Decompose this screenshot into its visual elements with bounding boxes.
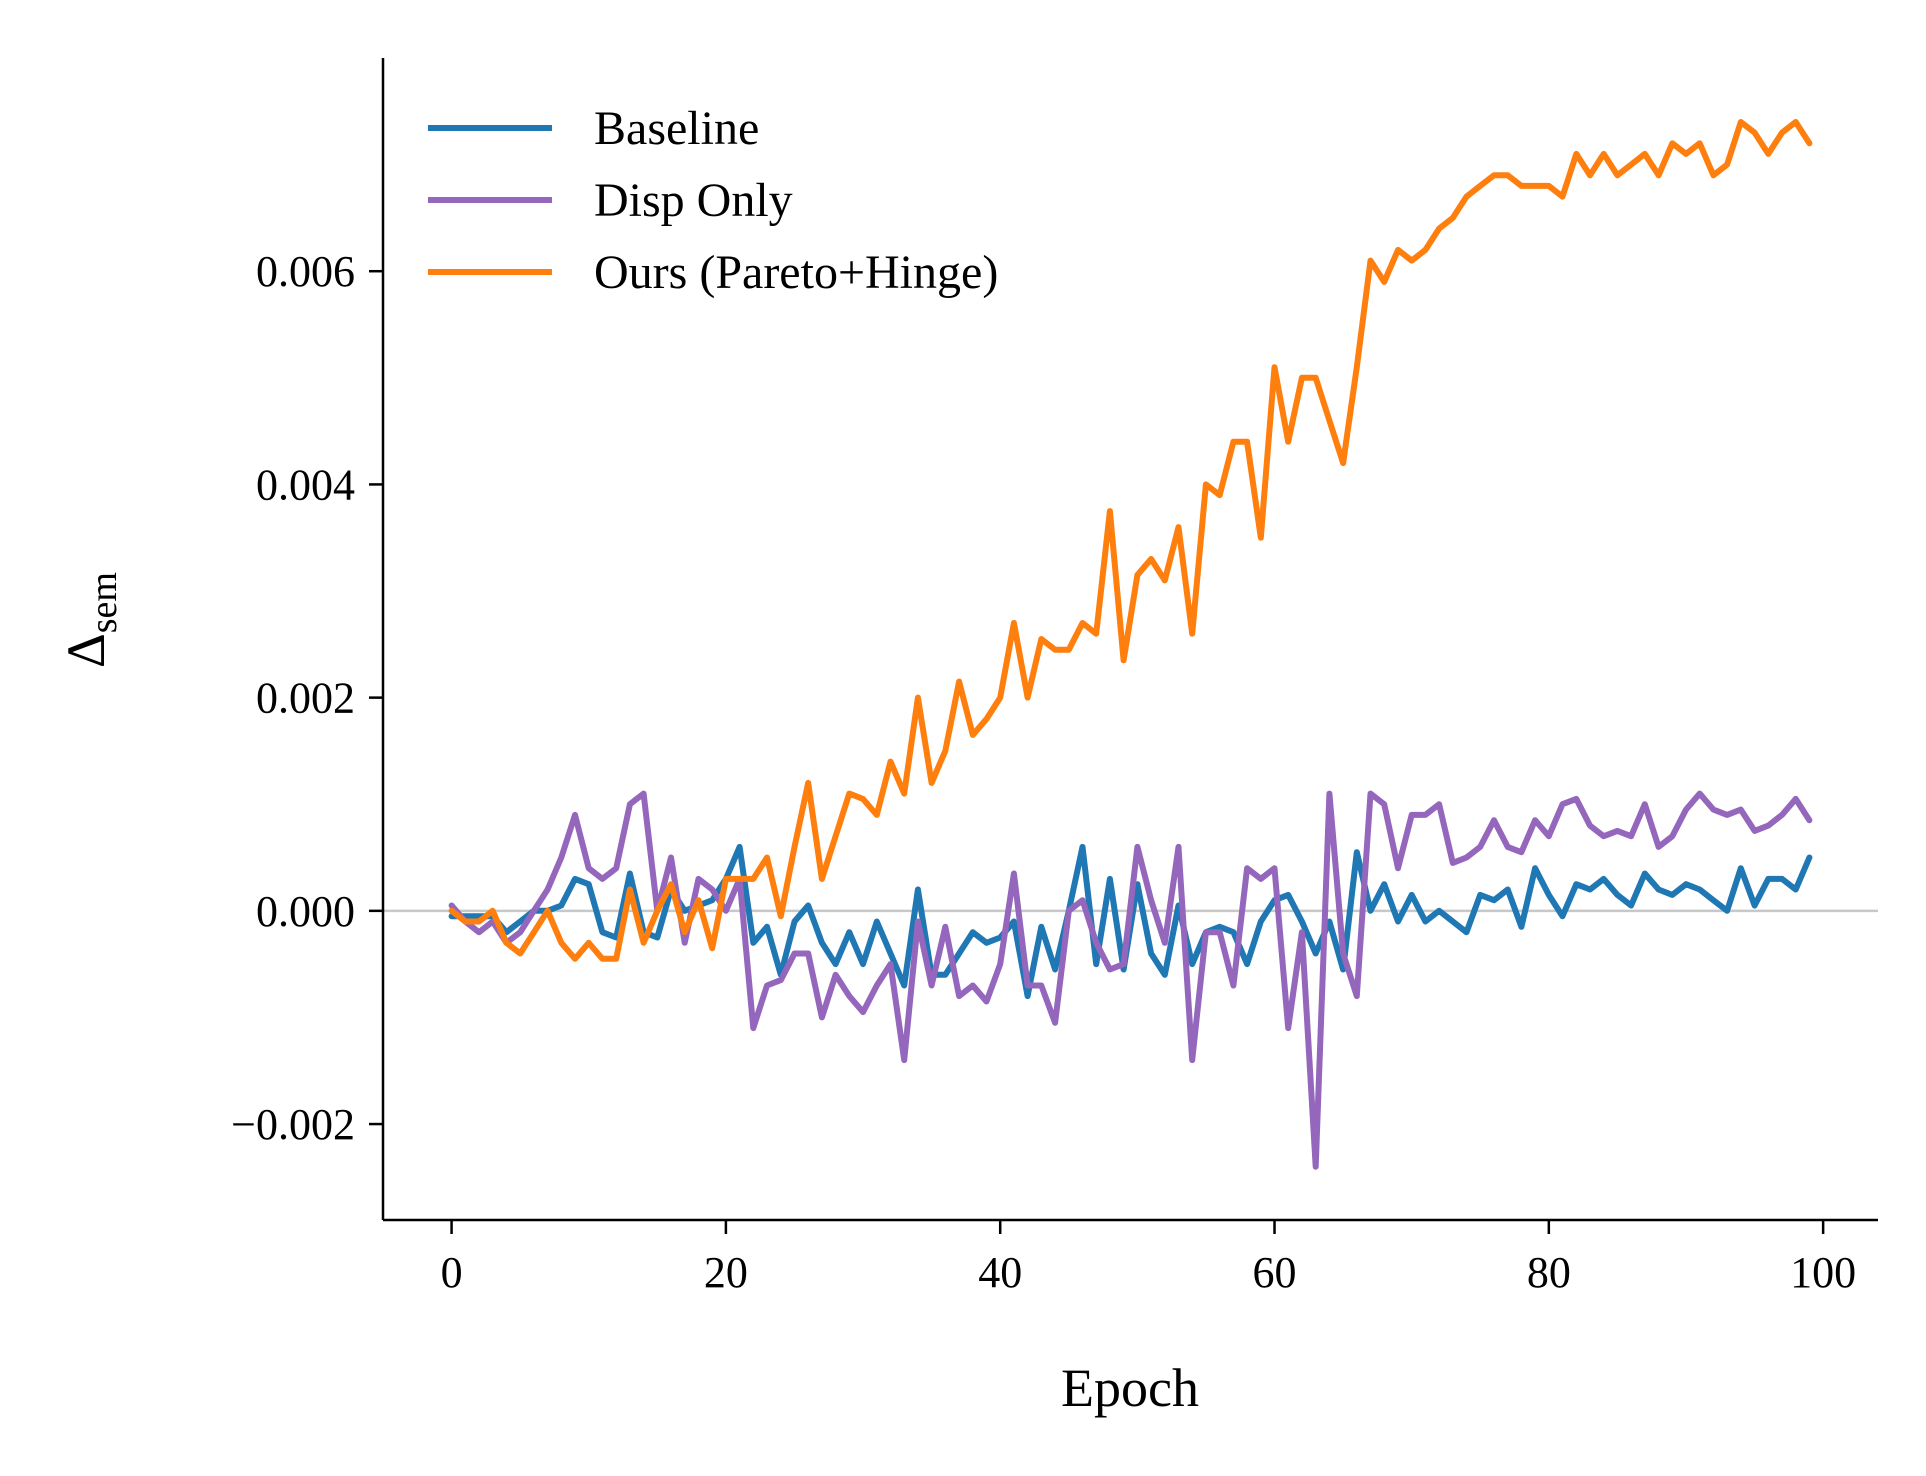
legend-label: Disp Only [594, 174, 793, 227]
x-tick-label: 80 [1527, 1248, 1571, 1297]
x-tick-label: 0 [441, 1248, 463, 1297]
series-line-ours-pareto-hinge [448, 119, 1813, 962]
legend-label: Ours (Pareto+Hinge) [594, 246, 998, 299]
x-tick-label: 60 [1253, 1248, 1297, 1297]
y-tick-label: 0.002 [256, 674, 355, 723]
x-tick-label: 20 [704, 1248, 748, 1297]
legend-label: Baseline [594, 102, 759, 155]
y-tick-label: 0.004 [256, 460, 355, 509]
y-tick-label: 0.006 [256, 247, 355, 296]
x-tick-label: 40 [978, 1248, 1022, 1297]
x-axis-label: Epoch [1061, 1358, 1199, 1418]
y-tick-label: −0.002 [231, 1100, 355, 1149]
y-axis-label-main: Δ [56, 633, 116, 668]
y-axis-label: Δsem [56, 572, 125, 668]
y-axis-label-subscript: sem [83, 572, 125, 633]
y-tick-label: 0.000 [256, 887, 355, 936]
legend: Baseline Disp Only Ours (Pareto+Hinge) [428, 102, 998, 299]
series-line-disp-only [448, 790, 1813, 1170]
x-tick-label: 100 [1790, 1248, 1856, 1297]
